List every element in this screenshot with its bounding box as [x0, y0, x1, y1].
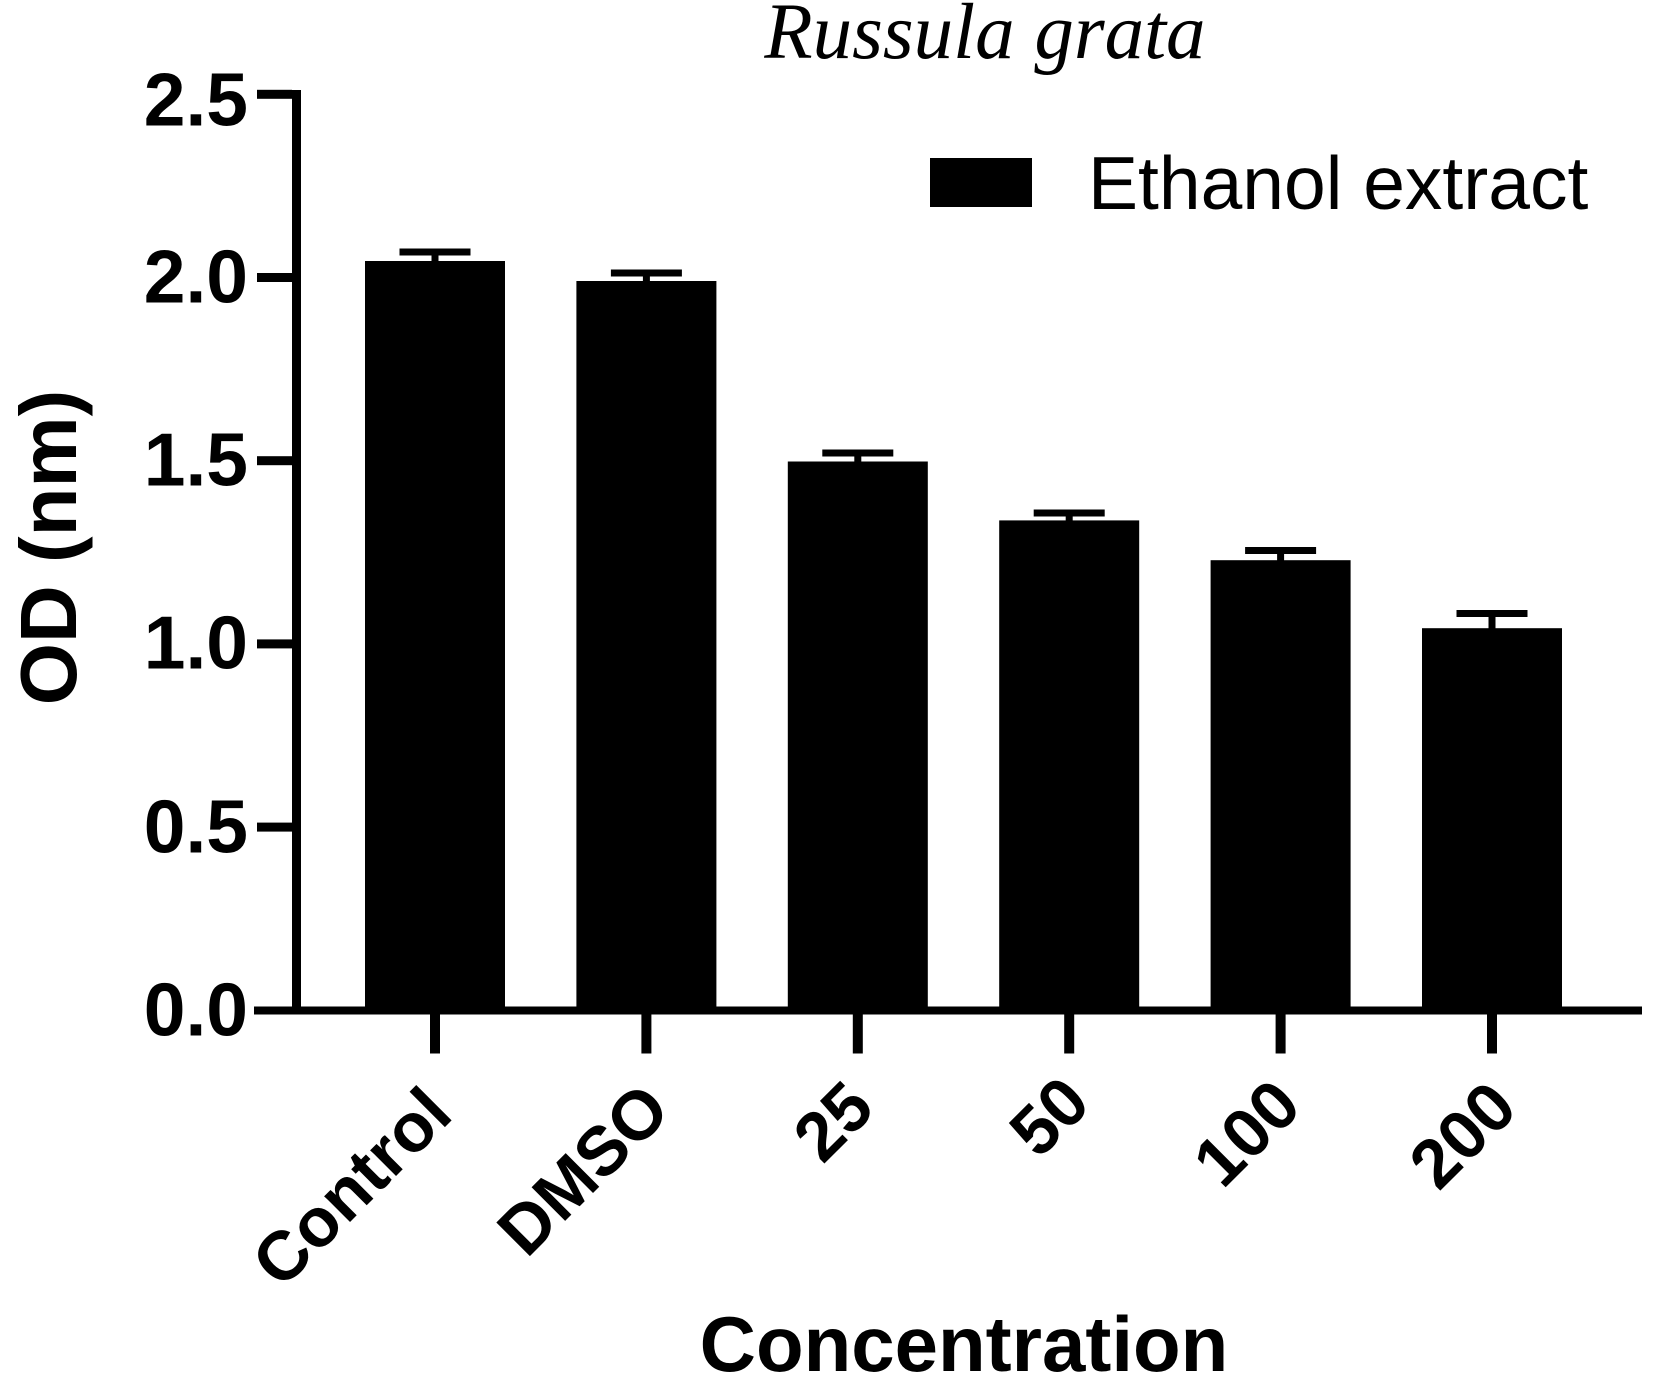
svg-text:OD (nm): OD (nm) [4, 390, 93, 706]
svg-text:0.5: 0.5 [144, 785, 248, 869]
svg-text:Russula grata: Russula grata [763, 0, 1205, 76]
svg-text:1.5: 1.5 [144, 418, 248, 502]
svg-text:1.0: 1.0 [144, 601, 248, 685]
svg-text:2.0: 2.0 [144, 235, 248, 319]
svg-text:2.5: 2.5 [144, 58, 248, 142]
svg-text:Concentration: Concentration [700, 1300, 1229, 1388]
svg-text:0.0: 0.0 [144, 967, 248, 1051]
svg-text:Ethanol extract: Ethanol extract [1088, 141, 1588, 225]
